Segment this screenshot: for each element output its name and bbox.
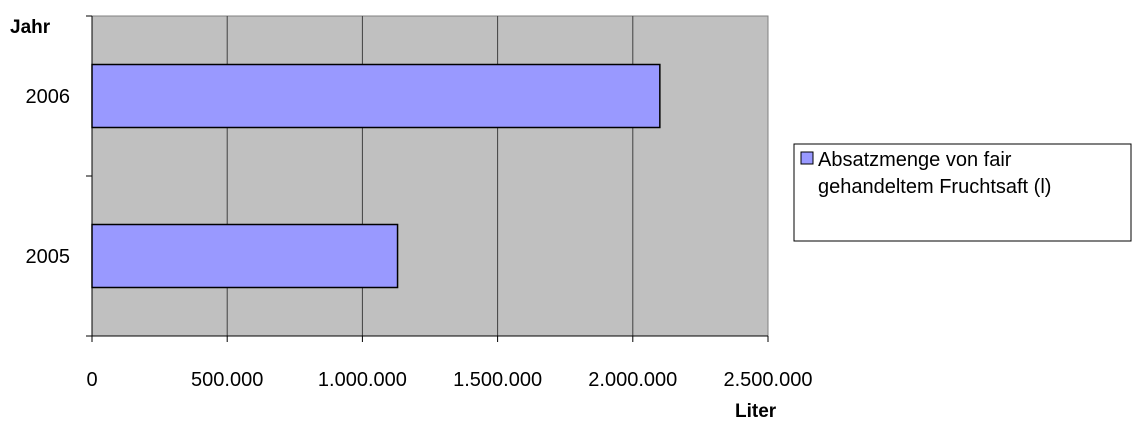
legend-swatch xyxy=(800,151,814,165)
x-tick-label: 0 xyxy=(86,369,97,391)
bar-2005 xyxy=(91,223,399,289)
x-tick-labels: 0 500.000 1.000.000 1.500.000 2.000.000 2.500… xyxy=(86,369,812,391)
legend-label-line2: gehandeltem Fruchtsaft (l) xyxy=(818,176,1051,198)
bars xyxy=(91,63,661,289)
legend-label-line1: Absatzmenge von fair xyxy=(818,149,1012,171)
y-tick-label: 2006 xyxy=(26,86,71,108)
y-axis-title: Jahr xyxy=(10,17,51,38)
x-tick-label: 2.500.000 xyxy=(724,369,813,391)
y-tick-labels: 2006 2005 xyxy=(26,86,71,268)
x-axis-title: Liter xyxy=(735,401,777,422)
x-tick-label: 1.000.000 xyxy=(318,369,407,391)
axes xyxy=(86,15,769,342)
x-tick-label: 1.500.000 xyxy=(453,369,542,391)
bar-2006 xyxy=(91,63,661,129)
y-tick-label: 2005 xyxy=(26,246,71,268)
x-tick-label: 500.000 xyxy=(191,369,263,391)
legend-box xyxy=(793,143,1132,242)
legend: Absatzmenge von fair gehandeltem Fruchts… xyxy=(793,143,1132,242)
x-tick-label: 2.000.000 xyxy=(588,369,677,391)
